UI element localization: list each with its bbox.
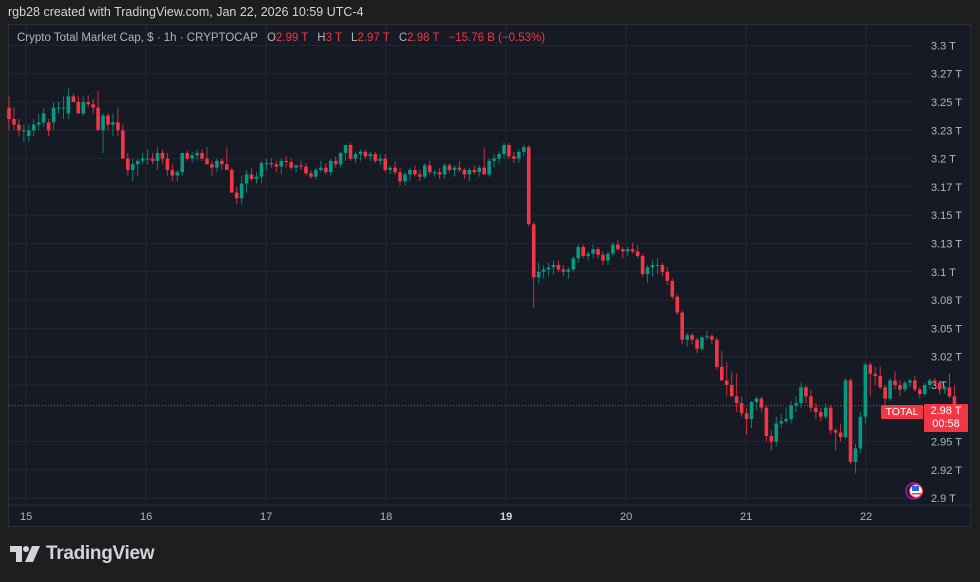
open-key: O (266, 32, 276, 44)
chart-frame (8, 24, 971, 527)
tradingview-logo-text: TradingView (46, 543, 155, 564)
chart-credit: rgb28 created with TradingView.com, Jan … (8, 5, 364, 19)
y-axis-label: 3.3 T (931, 40, 956, 52)
us-flag-icon[interactable] (905, 482, 924, 500)
y-axis-label: 2.92 T (931, 465, 962, 477)
y-axis-label: 3.23 T (931, 125, 962, 137)
y-axis-label: 3.13 T (931, 239, 962, 251)
high-value: 3 T (325, 32, 342, 44)
bar-countdown: 00:58 (932, 418, 960, 430)
last-price-badge: 2.98 T 00:58 (924, 404, 968, 432)
close-value: 2.98 T (407, 32, 440, 44)
y-axis-label: 3.27 T (931, 69, 962, 81)
x-axis-label: 17 (260, 511, 272, 523)
y-axis-label: 2.9 T (931, 493, 956, 505)
y-axis-label: 3.25 T (931, 97, 962, 109)
x-axis-label: 21 (740, 511, 752, 523)
y-axis-label: 3.1 T (931, 267, 956, 279)
last-price: 2.98 T (930, 405, 962, 417)
change-value: −15.76 B (−0.53%) (448, 32, 546, 44)
x-axis-label: 22 (860, 511, 872, 523)
symbol-badge: TOTAL (881, 405, 923, 419)
y-axis-label: 3.17 T (931, 182, 962, 194)
y-axis-label: 2.95 T (931, 437, 962, 449)
y-axis-label: 3.15 T (931, 210, 962, 222)
tradingview-logo[interactable]: TradingView (10, 543, 155, 565)
x-axis-label: 15 (20, 511, 32, 523)
tradingview-logo-icon (10, 546, 40, 562)
candles (7, 88, 957, 474)
open-value: 2.99 T (275, 32, 309, 44)
y-axis-label: 3.2 T (931, 154, 956, 166)
y-axis-label: 3.05 T (931, 323, 962, 335)
x-axis-label: 19 (500, 511, 512, 523)
low-key: L (351, 32, 358, 44)
high-key: H (317, 32, 326, 44)
low-value: 2.97 T (357, 32, 390, 44)
chart-legend: Crypto Total Market Cap, $ · 1h · CRYPTO… (17, 32, 545, 44)
x-axis-label: 18 (380, 511, 392, 523)
close-key: C (398, 32, 408, 44)
symbol-title: Crypto Total Market Cap, $ · 1h · CRYPTO… (17, 32, 258, 44)
x-axis-label: 16 (140, 511, 152, 523)
y-axis-label: 3.02 T (931, 352, 962, 364)
x-axis-label: 20 (620, 511, 632, 523)
y-axis-label: 3.08 T (931, 295, 962, 307)
